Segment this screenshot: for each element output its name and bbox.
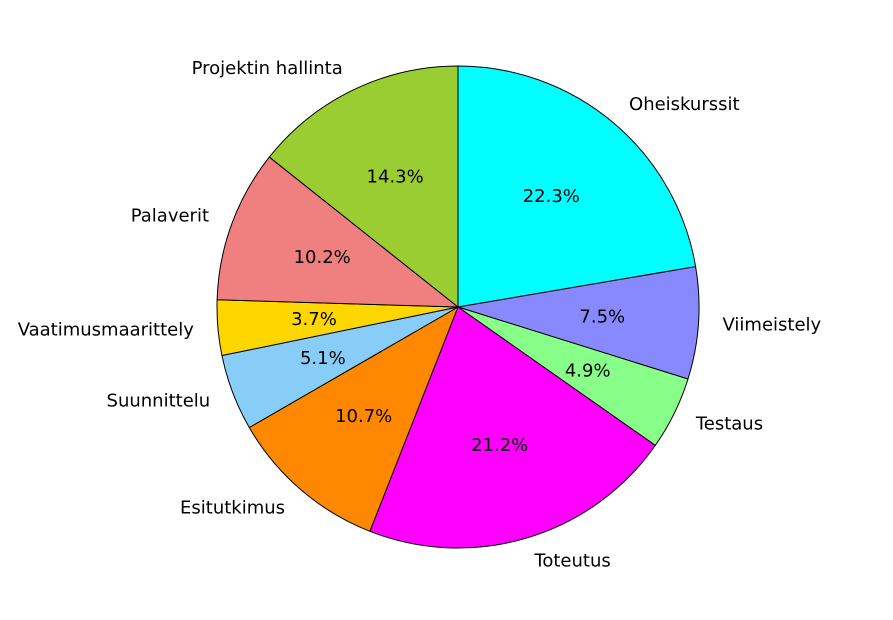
slice-category-label: Projektin hallinta: [192, 58, 343, 79]
pie-slice: [369, 306, 657, 549]
category-labels: Oheiskurssit Viimeistely Testaus Toteutus Es…: [18, 58, 822, 572]
slice-percentage-label: 21.2%: [471, 435, 528, 456]
pie-slices: [216, 65, 700, 549]
pie-slice: [268, 65, 459, 309]
slice-percentage-label: 7.5%: [579, 306, 625, 327]
slice-category-label: Vaatimusmaarittely: [18, 319, 195, 340]
slice-percentage-label: 22.3%: [523, 186, 580, 207]
slice-percentage-label: 10.7%: [335, 406, 392, 427]
slice-percentage-label: 14.3%: [367, 166, 424, 187]
pie-slice: [457, 65, 697, 308]
slice-category-label: Testaus: [695, 414, 763, 435]
slice-percentage-label: 4.9%: [565, 360, 611, 381]
slice-percentage-label: 10.2%: [294, 247, 351, 268]
slice-category-label: Palaverit: [131, 205, 209, 226]
slice-category-label: Toteutus: [533, 550, 610, 571]
pie-slice: [457, 266, 700, 380]
slice-percentage-label: 5.1%: [300, 348, 346, 369]
pie-slice: [216, 156, 460, 308]
slice-percentage-label: 3.7%: [291, 309, 337, 330]
slice-category-label: Suunnittelu: [107, 391, 211, 412]
percentage-labels: 22.3% 7.5% 4.9% 21.2% 10.7% 5.1% 3.7% 10.2% 14.3…: [291, 166, 625, 456]
slice-category-label: Oheiskurssit: [629, 94, 740, 115]
slice-category-label: Esitutkimus: [180, 497, 285, 518]
slice-category-label: Viimeistely: [722, 314, 821, 335]
pie-slice: [248, 305, 459, 532]
